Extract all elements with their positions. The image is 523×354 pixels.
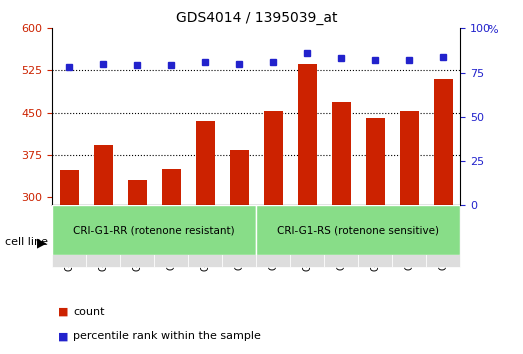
Bar — [230, 150, 248, 354]
Text: ■: ■ — [58, 331, 68, 341]
Text: CRI-G1-RR (rotenone resistant): CRI-G1-RR (rotenone resistant) — [73, 225, 235, 235]
Bar — [128, 180, 146, 354]
Text: ■: ■ — [58, 307, 68, 316]
Bar — [94, 145, 112, 354]
Bar — [222, 205, 256, 267]
Bar — [392, 205, 426, 267]
Text: percentile rank within the sample: percentile rank within the sample — [73, 331, 261, 341]
Text: count: count — [73, 307, 105, 316]
Bar — [196, 121, 214, 354]
Bar — [264, 112, 282, 354]
Bar — [290, 205, 324, 267]
Text: cell line: cell line — [5, 238, 48, 247]
Text: GDS4014 / 1395039_at: GDS4014 / 1395039_at — [176, 11, 337, 25]
Text: ▶: ▶ — [38, 236, 47, 249]
Bar — [426, 205, 460, 267]
Bar — [120, 205, 154, 267]
FancyBboxPatch shape — [52, 205, 256, 255]
Bar — [86, 205, 120, 267]
Bar — [256, 205, 290, 267]
Bar — [154, 205, 188, 267]
FancyBboxPatch shape — [256, 205, 460, 255]
Bar — [52, 205, 86, 267]
Bar — [366, 118, 384, 354]
Text: CRI-G1-RS (rotenone sensitive): CRI-G1-RS (rotenone sensitive) — [277, 225, 439, 235]
Bar — [60, 170, 78, 354]
Bar — [400, 112, 418, 354]
Bar — [162, 169, 180, 354]
Y-axis label: %: % — [487, 25, 498, 35]
Bar — [324, 205, 358, 267]
Bar — [298, 64, 316, 354]
Bar — [358, 205, 392, 267]
Bar — [332, 103, 350, 354]
Bar — [188, 205, 222, 267]
Bar — [434, 79, 452, 354]
